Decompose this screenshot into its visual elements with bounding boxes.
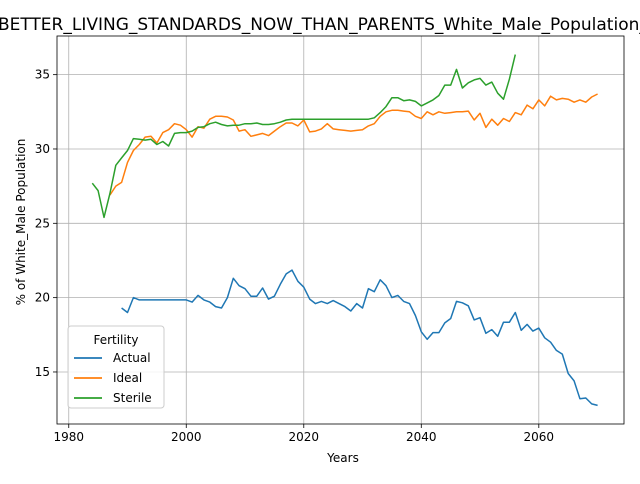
y-tick-label: 15 [35, 365, 50, 379]
legend-entries: Actual Ideal Sterile [74, 351, 152, 405]
legend: Fertility Actual Ideal Sterile [67, 325, 165, 409]
y-tick-label: 20 [35, 291, 50, 305]
grid [57, 36, 624, 424]
legend-label-actual: Actual [113, 351, 151, 365]
chart-title: BETTER_LIVING_STANDARDS_NOW_THAN_PARENTS… [0, 15, 640, 35]
legend-box [67, 325, 165, 409]
legend-label-ideal: Ideal [113, 371, 142, 385]
y-tick-label: 30 [35, 142, 50, 156]
series-line-ideal [109, 93, 598, 196]
series-line-actual [121, 269, 598, 407]
legend-title: Fertility [93, 333, 138, 347]
series-lines [91, 54, 598, 407]
series-line-sterile [91, 54, 517, 219]
y-tick-label: 25 [35, 216, 50, 230]
x-tick-label: 2060 [524, 430, 555, 444]
y-tick-label: 35 [35, 68, 50, 82]
x-axis-label: Years [326, 451, 359, 465]
x-tick-label: 2020 [289, 430, 320, 444]
legend-label-sterile: Sterile [113, 391, 152, 405]
axis-ticks: 1980 2000 2020 2040 2060 15 20 25 30 35 [35, 68, 554, 444]
x-tick-label: 1980 [53, 430, 84, 444]
plot-frame [56, 35, 625, 425]
y-axis-label: % of White_Male Population [14, 139, 28, 306]
x-tick-label: 2000 [171, 430, 202, 444]
x-tick-label: 2040 [406, 430, 437, 444]
